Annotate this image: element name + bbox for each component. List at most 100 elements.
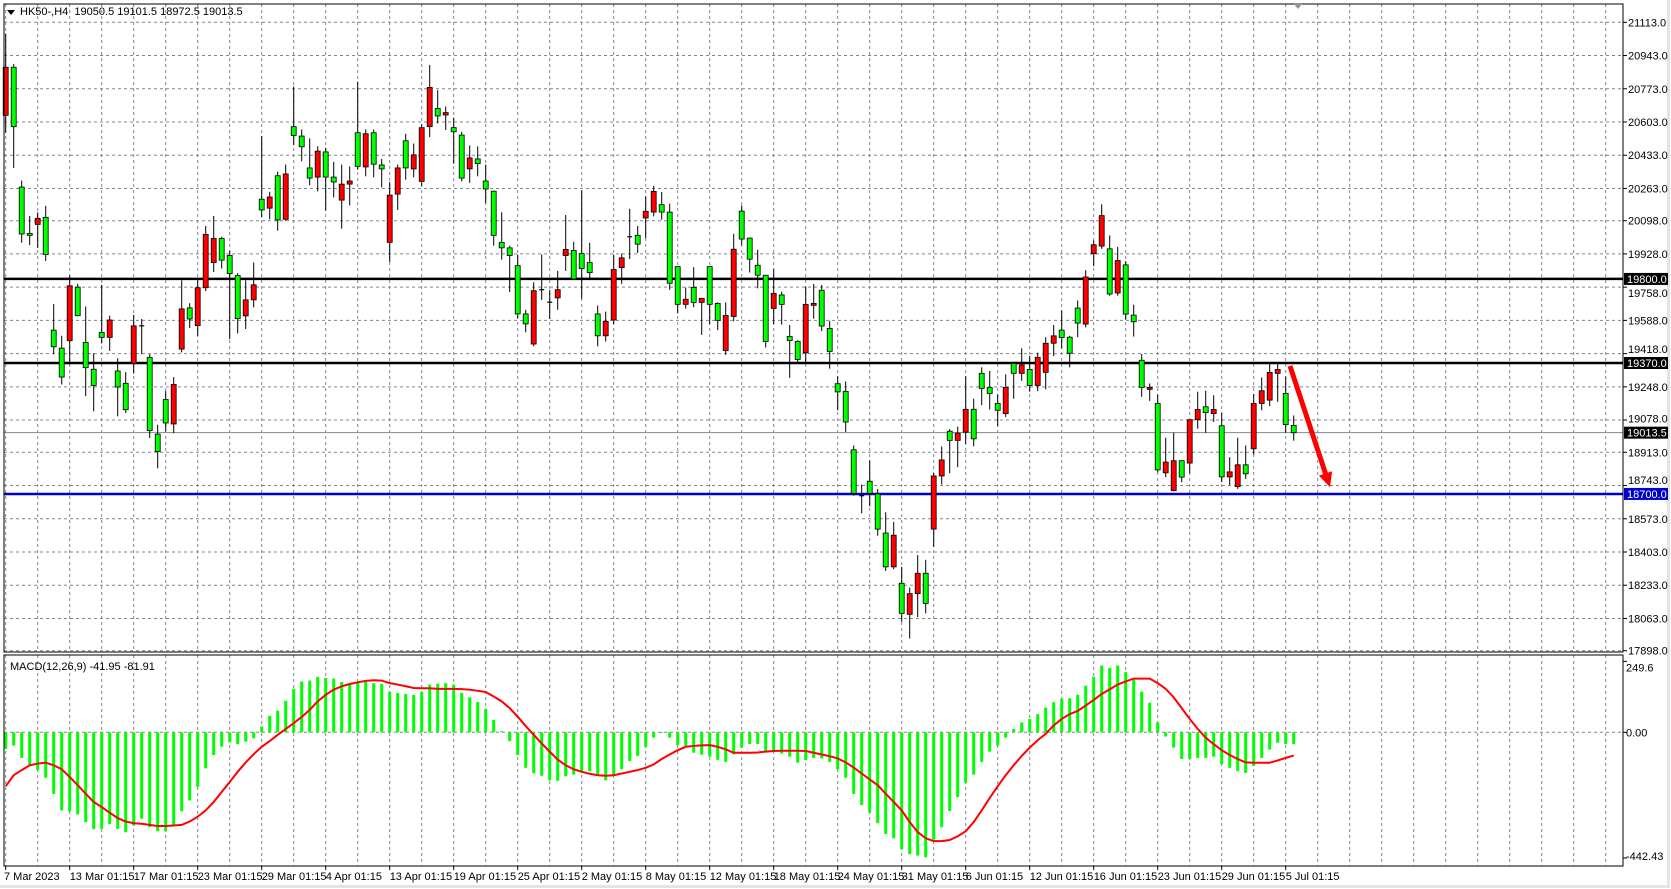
price-tick-label: 19248.0 <box>1628 382 1668 394</box>
price-tick-label: 20433.0 <box>1628 150 1668 162</box>
time-axis[interactable]: 7 Mar 2023 13 Mar 01:15 17 Mar 01:15 23 Mar… <box>4 866 1340 883</box>
candle-body-bear <box>290 126 297 136</box>
histogram-bar <box>980 732 984 762</box>
candle-body-bull <box>210 238 217 263</box>
candle-body-bear <box>1058 329 1065 338</box>
histogram-bar <box>1188 732 1192 760</box>
candle-body-bear <box>1066 336 1073 354</box>
histogram-bar <box>1124 672 1128 733</box>
candle-body-bull <box>906 593 913 615</box>
histogram-bar <box>196 732 200 787</box>
histogram-bar <box>260 726 264 733</box>
candle-body-bull <box>962 408 969 433</box>
histogram-bar <box>1108 667 1112 733</box>
candle-body-bear <box>850 449 857 494</box>
candle-body-bear <box>522 313 529 325</box>
histogram-bar <box>388 691 392 733</box>
low-value: 18972.5 <box>160 6 200 18</box>
histogram-bar <box>4 732 8 750</box>
candle-body-bull <box>1018 364 1025 374</box>
candle <box>426 64 433 138</box>
candle-body-bull <box>554 289 561 299</box>
candle <box>522 309 529 333</box>
histogram-bar <box>1156 722 1160 733</box>
candle-body-bull <box>338 183 345 201</box>
candle <box>1034 352 1041 392</box>
candle-body-bull <box>386 194 393 243</box>
time-tick-label: 13 Mar 01:15 <box>70 871 135 883</box>
price-axis[interactable]: 21113.0 20943.0 20773.0 20603.0 20433.0 20263… <box>1623 17 1668 658</box>
candle-body-bear <box>786 336 793 341</box>
price-tick-label: 18573.0 <box>1628 514 1668 526</box>
time-tick-label: 2 May 01:15 <box>582 871 643 883</box>
histogram-bar <box>1220 732 1224 765</box>
price-tick-label: 20603.0 <box>1628 117 1668 129</box>
candle <box>1122 261 1129 320</box>
histogram-bar <box>68 732 72 812</box>
histogram-bar <box>84 732 88 823</box>
time-tick-label: 5 Jul 01:15 <box>1286 871 1340 883</box>
candle-body-bull <box>618 257 625 269</box>
candle-body-bull <box>178 308 185 350</box>
histogram-bar <box>724 732 728 762</box>
candle-body-bear <box>1154 403 1161 471</box>
candle-body-bull <box>954 432 961 441</box>
candle <box>946 429 953 474</box>
candle <box>186 303 193 328</box>
candle <box>114 358 121 417</box>
candle <box>1178 460 1185 483</box>
candle-body-bear <box>26 232 33 236</box>
candle <box>58 335 65 385</box>
histogram-bar <box>836 732 840 770</box>
candle-body-bear <box>306 167 313 179</box>
histogram-bar <box>460 692 464 733</box>
dropdown-triangle-icon[interactable] <box>7 10 15 15</box>
chart-shift-marker-icon[interactable] <box>1293 3 1303 9</box>
candle-body-bear <box>970 408 977 440</box>
candle-body-bear <box>978 372 985 389</box>
candle <box>642 196 649 239</box>
histogram-bar <box>1132 679 1136 733</box>
candle-body-bear <box>10 66 17 128</box>
candle <box>290 86 297 146</box>
candle-body-bear <box>1290 425 1297 434</box>
candle-body-bull <box>610 269 617 321</box>
price-pane-frame <box>3 3 1624 653</box>
macd-pane-frame <box>3 654 1624 867</box>
candle-body-bull <box>1194 409 1201 421</box>
histogram-bar <box>492 719 496 733</box>
candle <box>1130 304 1137 337</box>
candle <box>674 266 681 314</box>
candle-body-bull <box>1146 387 1153 390</box>
histogram-bar <box>900 732 904 850</box>
candle <box>322 147 329 211</box>
candle-body-bull <box>1234 464 1241 487</box>
candle <box>994 394 1001 426</box>
histogram-bar <box>732 732 736 755</box>
candle <box>34 212 41 248</box>
level-price-label: 19800.0 <box>1627 274 1667 286</box>
candle <box>618 253 625 284</box>
histogram-bar <box>1044 707 1048 733</box>
candle <box>1186 419 1193 474</box>
candle-body-bull <box>1050 335 1057 344</box>
candle-body-bull <box>426 86 433 128</box>
candle <box>682 287 689 309</box>
candle-body-bear <box>226 255 233 275</box>
candle <box>474 146 481 177</box>
candle-body-bull <box>914 572 921 595</box>
candle <box>586 242 593 279</box>
candle-body-bear <box>994 403 1001 411</box>
candle-body-bear <box>58 347 65 378</box>
candle <box>970 398 977 447</box>
histogram-bar <box>908 732 912 855</box>
candle-body-bear <box>842 390 849 423</box>
histogram-bar <box>780 732 784 754</box>
candle-body-bull <box>1266 371 1273 401</box>
candle-body-bull <box>1250 403 1257 450</box>
histogram-bar <box>220 732 224 747</box>
candle-body-bull <box>362 133 369 168</box>
price-tick-label: 18233.0 <box>1628 580 1668 592</box>
